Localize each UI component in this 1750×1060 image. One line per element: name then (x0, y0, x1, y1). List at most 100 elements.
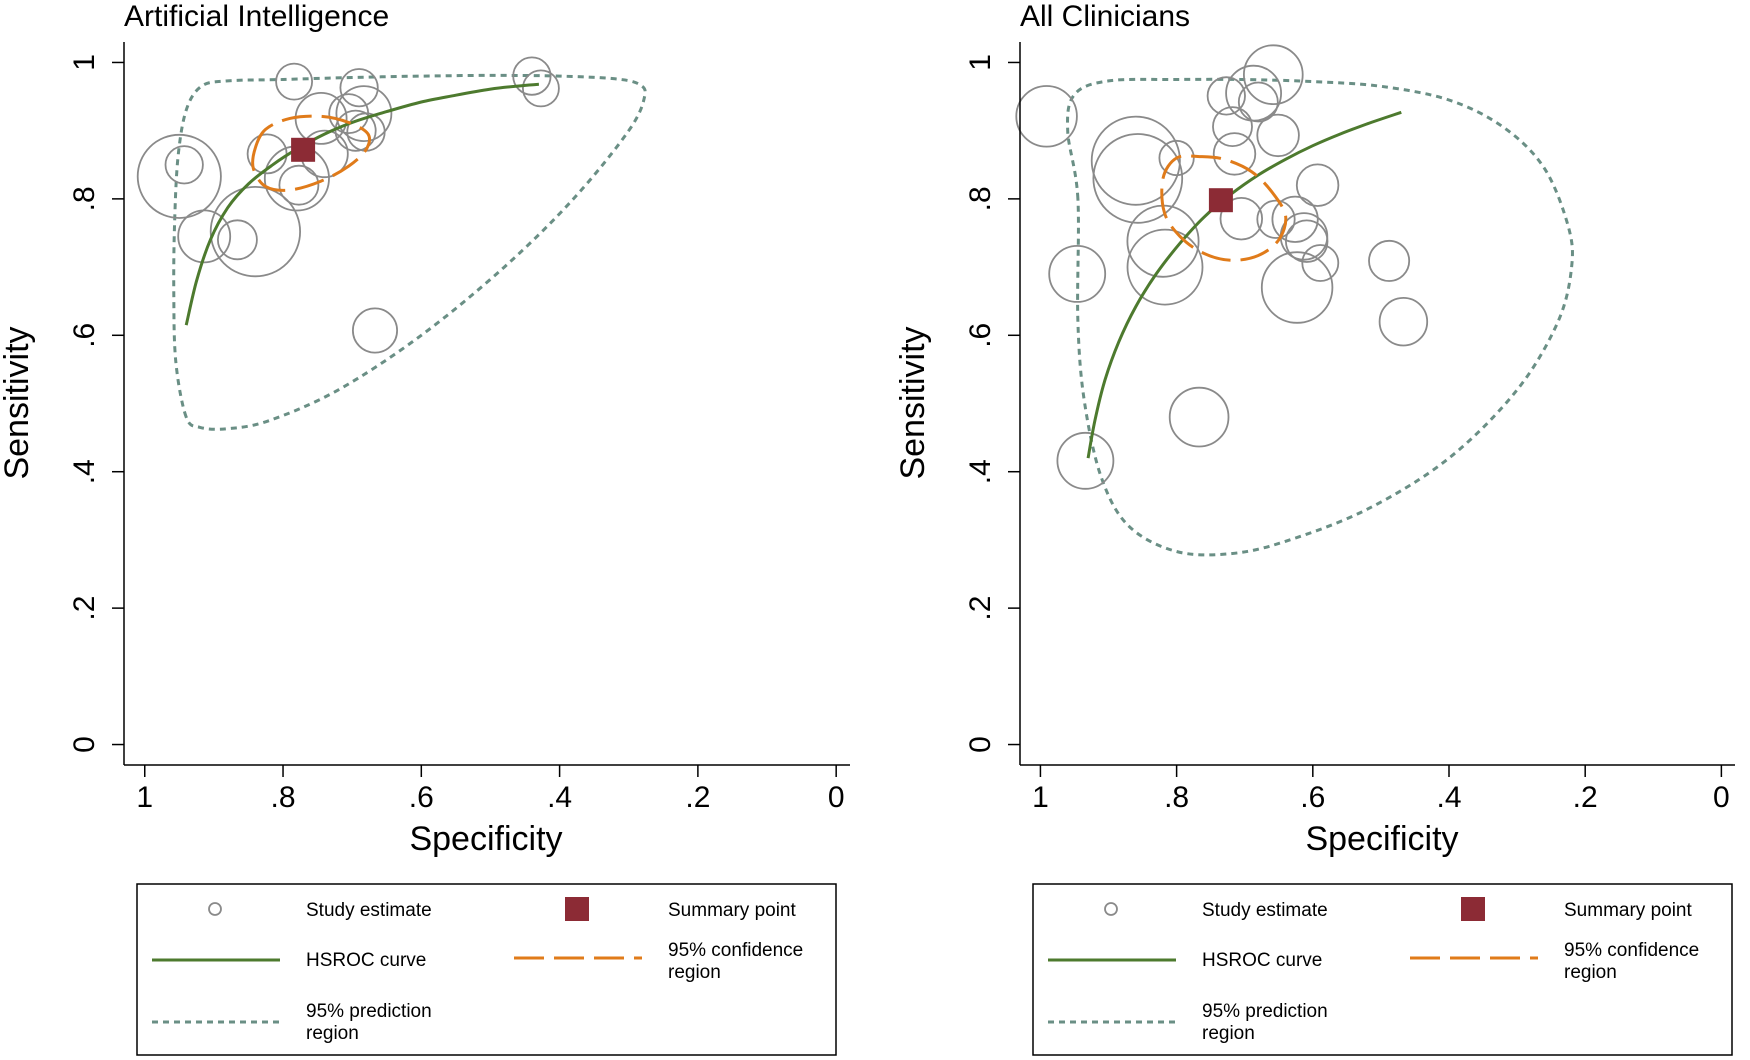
clinicians-y-tick-label-1: 0 (964, 736, 997, 753)
ai-study-point-12 (335, 85, 393, 142)
ai-x-tick-label-2: .8 (271, 781, 296, 814)
clinicians-study-point-18 (1256, 113, 1300, 158)
ai-y-tick-label-6: 1 (68, 54, 101, 71)
clinicians-study-point-7 (1126, 228, 1204, 306)
clinicians-study-point-26 (1378, 297, 1429, 347)
clinicians-study-point-15 (1225, 64, 1283, 122)
clinicians-study-point-12 (1212, 132, 1257, 176)
clinicians-hsroc-curve (1086, 110, 1402, 459)
ai-ticks: 1 .8 .6 .4 .2 0 0 .2 .4 .6 .8 1 (68, 54, 845, 814)
clinicians-study-point-9 (1168, 386, 1230, 448)
clinicians-study-point-17 (1256, 199, 1296, 239)
ai-study-point-19 (351, 307, 398, 354)
ai-legend-prediction-label-2: region (306, 1023, 359, 1044)
ai-legend-summary-label: Summary point (668, 900, 796, 921)
clinicians-study-point-4 (1090, 115, 1181, 206)
clinicians-legend-box (1032, 883, 1733, 1056)
clinicians-legend-summary-label: Summary point (1564, 900, 1692, 921)
ai-study-point-2 (164, 145, 204, 185)
clinicians-chart-panel: All Clinicians 1 .8 .6 .4 .2 0 0 .2 .4 .6 .8 1 Spec… (894, 0, 1735, 1056)
ai-hsroc-curve (184, 82, 540, 326)
clinicians-y-axis-label: Sensitivity (894, 326, 932, 479)
clinicians-x-tick-label-4: .4 (1436, 781, 1461, 814)
ai-study-point-7 (339, 68, 379, 108)
ai-confidence-region (251, 114, 372, 192)
clinicians-x-tick-label-6: 0 (1713, 781, 1730, 814)
clinicians-y-tick-label-5: .8 (964, 186, 997, 211)
clinicians-study-point-13 (1219, 196, 1263, 241)
clinicians-study-point-11 (1212, 106, 1253, 147)
clinicians-study-point-19 (1260, 251, 1334, 324)
ai-y-tick-label-4: .6 (68, 323, 101, 348)
ai-study-point-13 (334, 109, 377, 152)
clinicians-legend-study-label: Study estimate (1202, 900, 1328, 921)
ai-study-point-3 (209, 186, 301, 278)
clinicians-chart-title: All Clinicians (1020, 0, 1190, 33)
clinicians-x-tick-label-3: .6 (1300, 781, 1325, 814)
clinicians-legend-hsroc-label: HSROC curve (1202, 950, 1322, 971)
ai-study-point-1 (136, 133, 222, 219)
clinicians-study-point-8 (1158, 139, 1195, 177)
ai-y-axis-label: Sensitivity (0, 326, 36, 479)
ai-x-tick-label-4: .4 (547, 781, 572, 814)
clinicians-study-point-25 (1368, 239, 1411, 282)
ai-study-point-4 (177, 209, 232, 264)
clinicians-legend-prediction-label-1: 95% prediction (1202, 1001, 1328, 1022)
clinicians-confidence-region (1160, 154, 1288, 262)
clinicians-study-point-24 (1301, 244, 1340, 282)
ai-study-point-8 (512, 56, 552, 96)
clinicians-legend-confidence-label-2: region (1564, 962, 1617, 983)
ai-y-tick-label-5: .8 (68, 186, 101, 211)
ai-chart-panel: Artificial Intelligence 1 .8 .6 .4 .2 0 0 .2 .4.… (0, 0, 850, 1056)
ai-plot-area (136, 56, 647, 431)
clinicians-x-axis-label: Specificity (1305, 820, 1458, 858)
ai-legend-summary-symbol (565, 897, 589, 921)
ai-y-tick-label-2: .2 (68, 596, 101, 621)
clinicians-legend-summary-symbol (1461, 897, 1485, 921)
clinicians-study-point-22 (1285, 219, 1329, 263)
ai-prediction-region (172, 73, 647, 431)
clinicians-x-tick-label-2: .8 (1164, 781, 1189, 814)
clinicians-prediction-region (1066, 77, 1574, 557)
ai-legend-study-label: Study estimate (306, 900, 432, 921)
clinicians-legend-confidence-label-1: 95% confidence (1564, 940, 1699, 961)
ai-legend-confidence-label-2: region (668, 962, 721, 983)
clinicians-plot-area (1015, 44, 1574, 557)
clinicians-study-point-1 (1015, 85, 1078, 148)
clinicians-study-point-10 (1206, 76, 1246, 116)
clinicians-y-tick-label-2: .2 (964, 596, 997, 621)
ai-legend-confidence-label-1: 95% confidence (668, 940, 803, 961)
clinicians-study-point-23 (1295, 163, 1340, 207)
ai-x-tick-label-1: 1 (136, 781, 153, 814)
clinicians-study-point-16 (1242, 44, 1304, 105)
ai-study-point-9 (522, 69, 560, 108)
ai-legend-hsroc-label: HSROC curve (306, 950, 426, 971)
ai-x-axis-label: Specificity (409, 820, 562, 858)
ai-summary-point (291, 137, 316, 162)
ai-legend-box (136, 883, 837, 1056)
clinicians-study-point-5 (1092, 133, 1184, 224)
clinicians-ticks: 1 .8 .6 .4 .2 0 0 .2 .4 .6 .8 1 (964, 54, 1730, 814)
clinicians-study-point-20 (1271, 195, 1319, 243)
clinicians-x-tick-label-5: .2 (1573, 781, 1598, 814)
ai-x-tick-label-6: 0 (828, 781, 845, 814)
ai-x-tick-label-5: .2 (685, 781, 710, 814)
clinicians-summary-point (1208, 188, 1233, 213)
clinicians-study-point-3 (1056, 431, 1115, 490)
ai-legend-prediction-label-1: 95% prediction (306, 1001, 432, 1022)
clinicians-y-tick-label-6: 1 (964, 54, 997, 71)
clinicians-legend-study-symbol (1104, 902, 1118, 916)
ai-x-tick-label-3: .6 (409, 781, 434, 814)
clinicians-x-tick-label-1: 1 (1032, 781, 1049, 814)
ai-chart-title: Artificial Intelligence (124, 0, 389, 33)
ai-legend-study-symbol (208, 902, 222, 916)
clinicians-study-point-2 (1048, 244, 1107, 303)
clinicians-y-tick-label-3: .4 (964, 459, 997, 484)
ai-y-tick-label-3: .4 (68, 459, 101, 484)
ai-study-point-5 (216, 219, 258, 261)
ai-study-point-18 (278, 164, 320, 206)
ai-study-point-6 (275, 62, 314, 101)
clinicians-legend-prediction-label-2: region (1202, 1023, 1255, 1044)
clinicians-study-point-14 (1237, 81, 1279, 123)
ai-y-tick-label-1: 0 (68, 736, 101, 753)
